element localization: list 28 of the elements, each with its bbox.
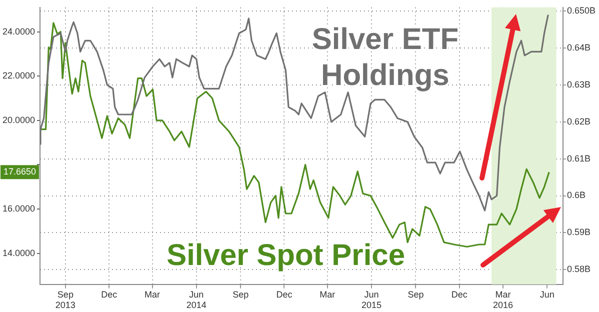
y-tick-label: 14.0000 bbox=[2, 248, 35, 258]
x-tick-label: Dec bbox=[276, 289, 293, 300]
y2-tick-label: 0.58B bbox=[567, 264, 591, 274]
y2-tick-label: 0.64B bbox=[567, 42, 591, 53]
series-label: Silver ETF Holdings bbox=[312, 22, 459, 92]
y-tick-label: 16.0000 bbox=[2, 204, 35, 214]
y-tick-label: 24.0000 bbox=[2, 26, 35, 36]
series-label: Silver Spot Price bbox=[166, 238, 406, 272]
y2-tick-label: 0.61B bbox=[567, 153, 591, 164]
x-tick-label: Mar bbox=[320, 289, 336, 300]
x-tick-label: Jun 2014 bbox=[186, 289, 206, 310]
y2-tick-label: 0.63B bbox=[567, 79, 591, 90]
x-tick-label: Jun bbox=[540, 289, 554, 300]
x-tick-label: Sep bbox=[232, 289, 249, 300]
x-tick-label: Dec bbox=[101, 289, 118, 300]
x-tick-label: Jun 2015 bbox=[362, 289, 382, 310]
y2-tick-label: 0.59B bbox=[567, 227, 591, 238]
y2-tick-label: 0.650B bbox=[567, 6, 596, 16]
y-tick-label: 22.0000 bbox=[2, 70, 35, 81]
y2-tick-label: 0.6B bbox=[567, 190, 586, 200]
x-tick-label: Sep bbox=[408, 289, 424, 300]
x-tick-label: Mar bbox=[144, 289, 160, 300]
y2-tick-label: 0.62B bbox=[567, 116, 591, 126]
text: 17.6650 bbox=[3, 166, 36, 177]
x-tick-label: Dec bbox=[451, 289, 468, 300]
x-tick-label: Mar 2016 bbox=[493, 289, 514, 310]
y-tick-label: 20.0000 bbox=[2, 114, 35, 125]
x-tick-label: Sep 2013 bbox=[55, 289, 76, 310]
